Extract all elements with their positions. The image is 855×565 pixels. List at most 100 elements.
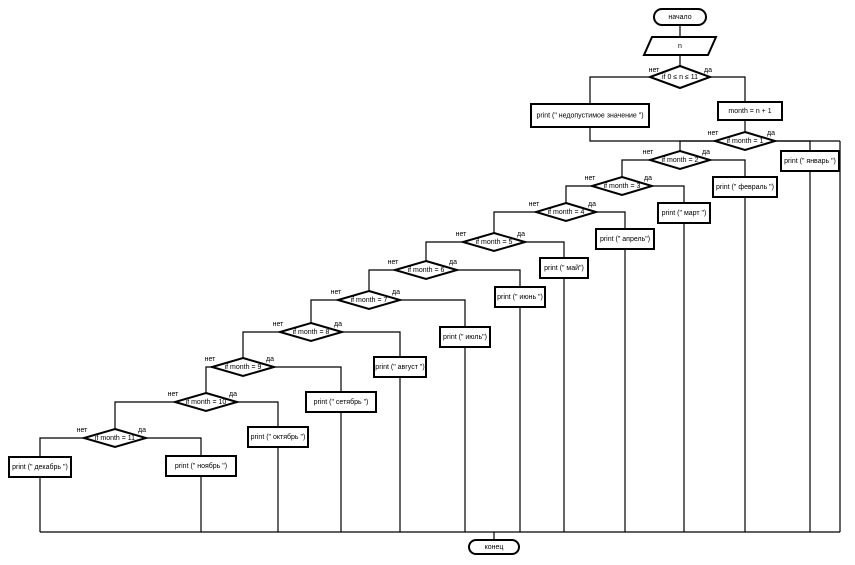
month-3-no-label: нет: [585, 175, 597, 182]
input-node: [642, 36, 718, 56]
print-month-7-box-label: print (" июль"): [443, 334, 487, 341]
month-10-decision-label: if month = 10: [186, 399, 227, 406]
flow-line: [589, 127, 727, 142]
start-terminal: [653, 8, 707, 26]
range-check-yes-label: да: [704, 67, 712, 74]
month-8-decision: [276, 321, 346, 343]
month-10-no-label: нет: [168, 391, 180, 398]
month-3-yes-label: да: [644, 175, 652, 182]
print-month-9-box: [305, 391, 377, 413]
flow-line: [710, 76, 746, 101]
month-11-yes-label: да: [138, 427, 146, 434]
end-terminal: [468, 539, 520, 555]
range-check-decision-label: if 0 ≤ n ≤ 11: [662, 74, 698, 81]
month-6-yes-label: да: [449, 259, 457, 266]
end-terminal-label: конец: [485, 544, 504, 551]
flow-line: [242, 331, 280, 358]
assign-box: [717, 101, 783, 121]
print-month-10-box-label: print (" октябрь "): [251, 433, 306, 441]
month-2-yes-label: да: [702, 149, 710, 156]
month-6-decision-label: if month = 6: [408, 267, 445, 274]
flow-line: [146, 437, 202, 456]
print-month-3-box: [657, 202, 711, 224]
print-month-5-box-label: print (" май"): [544, 264, 584, 272]
month-4-decision-label: if month = 4: [548, 209, 585, 216]
input-node-label: n: [678, 43, 682, 50]
print-month-6-box: [494, 286, 546, 308]
invalid-value-box-label: print (" недопустимое значение "): [536, 112, 643, 119]
flow-line: [400, 299, 466, 327]
assign-box-label: month = n + 1: [728, 108, 771, 115]
month-11-decision-label: if month = 11: [95, 435, 135, 442]
flow-line: [114, 401, 175, 429]
flow-line: [589, 76, 650, 103]
flow-line: [775, 140, 811, 151]
month-5-decision-label: if month = 5: [476, 239, 513, 246]
range-check-decision: [647, 64, 713, 90]
flow-line: [652, 185, 685, 203]
flow-line: [525, 241, 565, 258]
flow-line: [596, 211, 626, 229]
flow-line: [621, 159, 650, 177]
flow-line: [205, 366, 212, 393]
month-8-yes-label: да: [334, 321, 342, 328]
print-month-11-box-label: print (" ноябрь "): [175, 462, 227, 470]
month-5-decision: [459, 231, 529, 253]
flow-line: [310, 299, 338, 323]
month-7-yes-label: да: [392, 289, 400, 296]
month-7-decision: [334, 289, 404, 311]
flow-line: [710, 159, 746, 177]
month-4-decision: [532, 201, 600, 223]
flow-line: [425, 241, 463, 261]
flow-line: [237, 401, 279, 427]
month-2-decision: [646, 149, 714, 171]
print-month-2-box-label: print (" февраль "): [716, 184, 774, 191]
month-9-decision-label: if month = 9: [225, 364, 262, 371]
month-10-decision: [171, 391, 241, 413]
print-month-2-box: [712, 176, 778, 198]
month-3-decision-label: if month = 3: [604, 183, 641, 190]
flow-lines: [39, 26, 841, 540]
month-1-decision: [711, 130, 779, 152]
print-month-1-box: [780, 150, 840, 172]
month-9-yes-label: да: [266, 356, 274, 363]
print-month-4-box-label: print (" апрель"): [600, 236, 650, 243]
print-month-8-box-label: print (" август "): [375, 364, 424, 371]
month-2-decision-label: if month = 2: [662, 157, 699, 164]
month-5-no-label: нет: [456, 231, 468, 238]
flow-line: [457, 269, 521, 287]
month-9-no-label: нет: [205, 356, 217, 363]
range-check-no-label: нет: [649, 67, 661, 74]
month-2-no-label: нет: [643, 149, 655, 156]
print-month-12-box: [8, 456, 72, 478]
invalid-value-box: [530, 103, 650, 128]
month-7-no-label: нет: [331, 289, 343, 296]
month-3-decision: [588, 175, 656, 197]
month-8-decision-label: if month = 8: [293, 329, 330, 336]
flow-line: [342, 331, 401, 357]
month-5-yes-label: да: [517, 231, 525, 238]
month-6-no-label: нет: [388, 259, 400, 266]
month-10-yes-label: да: [229, 391, 237, 398]
month-8-no-label: нет: [273, 321, 285, 328]
month-6-decision: [391, 259, 461, 281]
print-month-1-box-label: print (" январь "): [784, 158, 836, 165]
month-4-yes-label: да: [588, 201, 596, 208]
month-9-decision: [208, 356, 278, 378]
flow-line: [493, 211, 536, 233]
print-month-11-box: [165, 455, 237, 477]
print-month-12-box-label: print (" декабрь "): [12, 463, 68, 471]
start-terminal-label: начало: [668, 14, 691, 21]
month-1-no-label: нет: [708, 130, 720, 137]
flow-line: [39, 437, 84, 457]
month-7-decision-label: if month = 7: [351, 297, 388, 304]
month-11-no-label: нет: [77, 427, 89, 434]
print-month-9-box-label: print (" сетябрь "): [314, 398, 369, 406]
print-month-10-box: [247, 426, 309, 448]
print-month-5-box: [539, 257, 589, 279]
print-month-3-box-label: print (" март "): [662, 210, 707, 217]
flow-line: [679, 140, 715, 151]
month-11-decision: [80, 427, 150, 449]
month-4-no-label: нет: [529, 201, 541, 208]
